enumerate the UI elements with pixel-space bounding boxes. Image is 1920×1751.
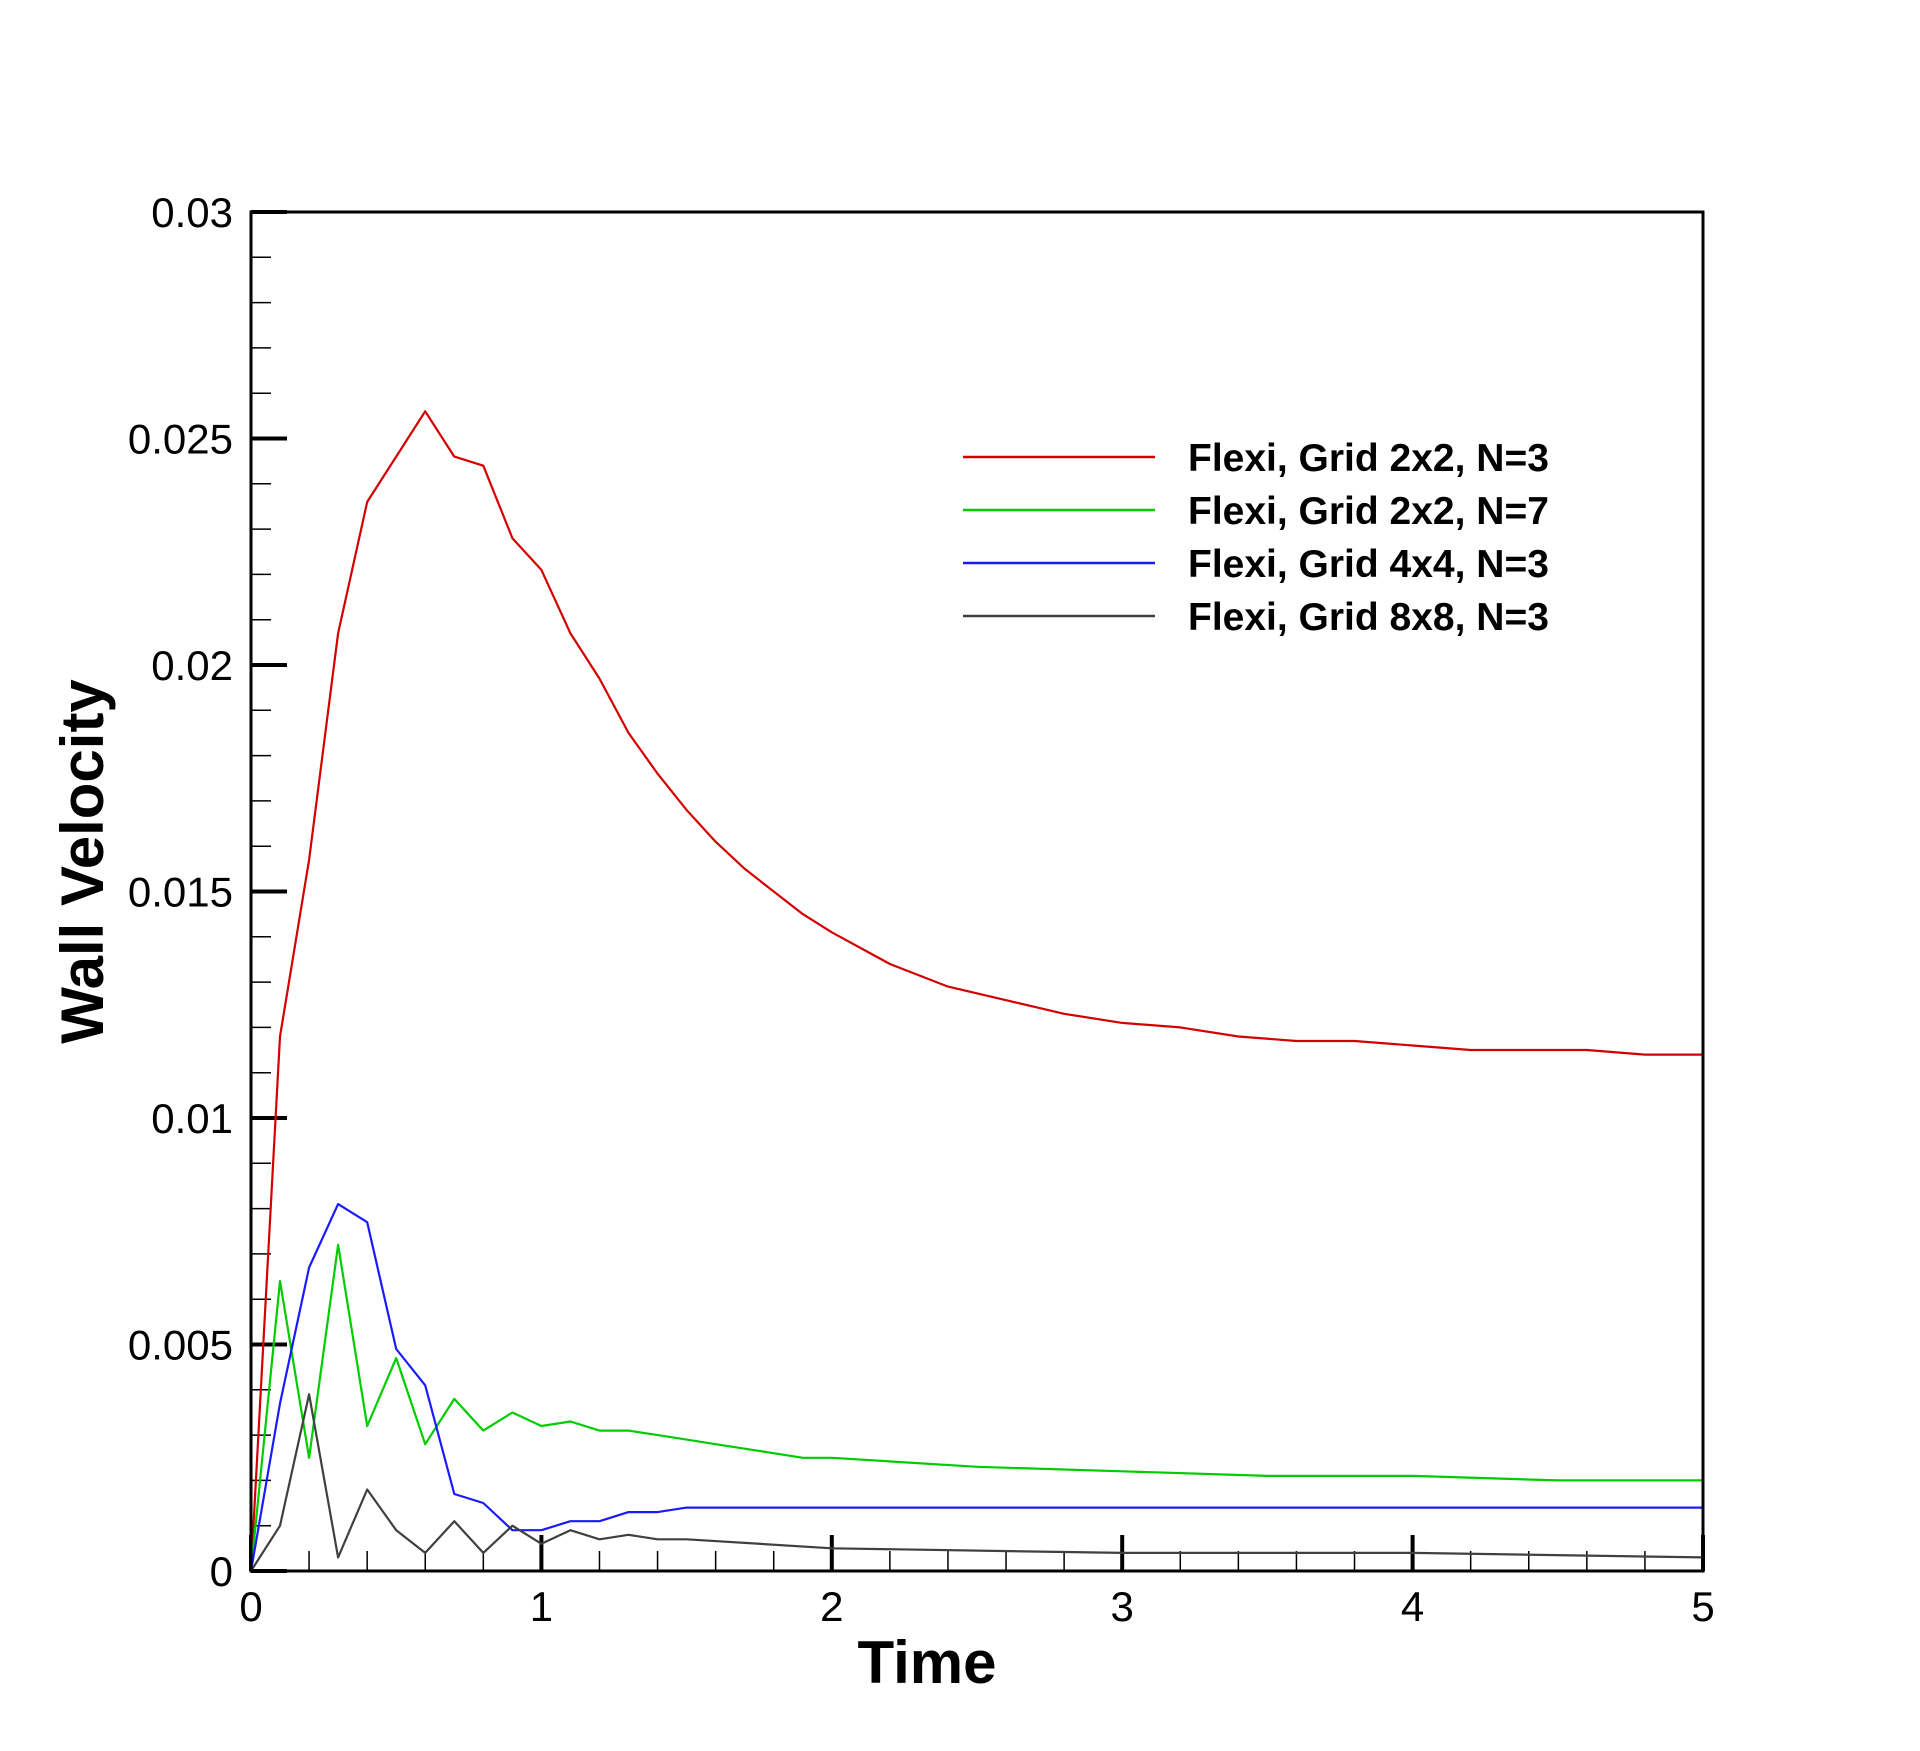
x-tick-label: 0 <box>239 1583 262 1630</box>
x-axis-title: Time <box>858 1629 997 1696</box>
y-tick-label: 0.03 <box>151 189 233 236</box>
x-tick-label: 4 <box>1401 1583 1424 1630</box>
x-tick-label: 2 <box>820 1583 843 1630</box>
y-tick-label: 0.015 <box>128 869 233 916</box>
x-tick-label: 3 <box>1111 1583 1134 1630</box>
y-tick-label: 0.02 <box>151 642 233 689</box>
minor-ticks <box>251 256 1646 1571</box>
x-tick-label: 1 <box>530 1583 553 1630</box>
legend-label: Flexi, Grid 4x4, N=3 <box>1188 543 1549 586</box>
series-lines <box>249 410 1704 1572</box>
x-tick-label: 5 <box>1691 1583 1714 1630</box>
y-tick-label: 0.005 <box>128 1322 233 1369</box>
y-tick-label: 0.025 <box>128 416 233 463</box>
series-line <box>249 1202 1703 1572</box>
legend-label: Flexi, Grid 8x8, N=3 <box>1188 596 1549 639</box>
legend-label: Flexi, Grid 2x2, N=3 <box>1188 437 1549 480</box>
series-line <box>250 1393 1704 1572</box>
x-tick-labels: 0 1 2 3 4 5 <box>239 1583 1714 1630</box>
legend-label: Flexi, Grid 2x2, N=7 <box>1188 490 1549 533</box>
y-tick-label: 0 <box>210 1548 233 1595</box>
legend: Flexi, Grid 2x2, N=3 Flexi, Grid 2x2, N=7… <box>963 437 1549 639</box>
y-tick-labels: 0 0.005 0.01 0.015 0.02 0.025 0.03 <box>128 189 233 1595</box>
series-line <box>249 410 1703 1572</box>
series-line <box>249 1243 1703 1572</box>
y-axis-title: Wall Velocity <box>49 679 116 1044</box>
plot-frame <box>249 210 1705 1573</box>
y-tick-label: 0.01 <box>151 1095 233 1142</box>
